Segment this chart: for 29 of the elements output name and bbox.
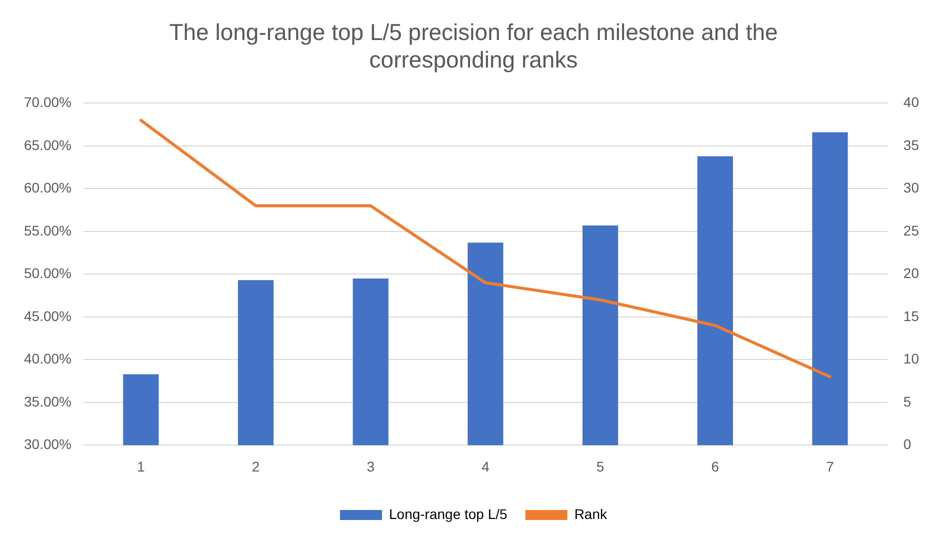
x-tick-label: 2 [252, 458, 260, 474]
y-tick-label: 45.00% [24, 308, 72, 324]
y-tick-label: 60.00% [24, 180, 72, 196]
y2-tick-label: 20 [903, 265, 920, 282]
y2-tick-label: 15 [903, 308, 920, 324]
y-tick-label: 50.00% [24, 265, 72, 282]
x-tick-label: 1 [137, 458, 146, 474]
x-tick-label: 6 [711, 458, 720, 474]
y-tick-label: 30.00% [24, 436, 72, 452]
x-tick-label: 5 [596, 458, 604, 474]
y-tick-label: 70.00% [24, 94, 72, 110]
y-tick-label: 55.00% [24, 222, 72, 238]
y-tick-label: 35.00% [24, 393, 72, 410]
legend-label: Long-range top L/5 [389, 506, 508, 522]
legend-label: Rank [574, 506, 608, 522]
x-tick-label: 7 [826, 458, 834, 474]
y-tick-label: 40.00% [24, 350, 72, 367]
y2-tick-label: 35 [903, 136, 920, 153]
text: corresponding ranks [369, 46, 578, 73]
text: The long-range top L/5 precision for each milestone and the [169, 19, 778, 46]
y2-tick-label: 30 [903, 180, 920, 196]
y2-tick-label: 10 [903, 350, 920, 367]
y2-tick-label: 25 [903, 222, 920, 238]
x-tick-label: 3 [366, 458, 375, 474]
y2-tick-label: 40 [903, 94, 920, 110]
y2-tick-label: 5 [903, 393, 912, 410]
y-tick-label: 65.00% [24, 136, 72, 153]
x-tick-label: 4 [482, 458, 490, 474]
y2-tick-label: 0 [903, 436, 912, 452]
